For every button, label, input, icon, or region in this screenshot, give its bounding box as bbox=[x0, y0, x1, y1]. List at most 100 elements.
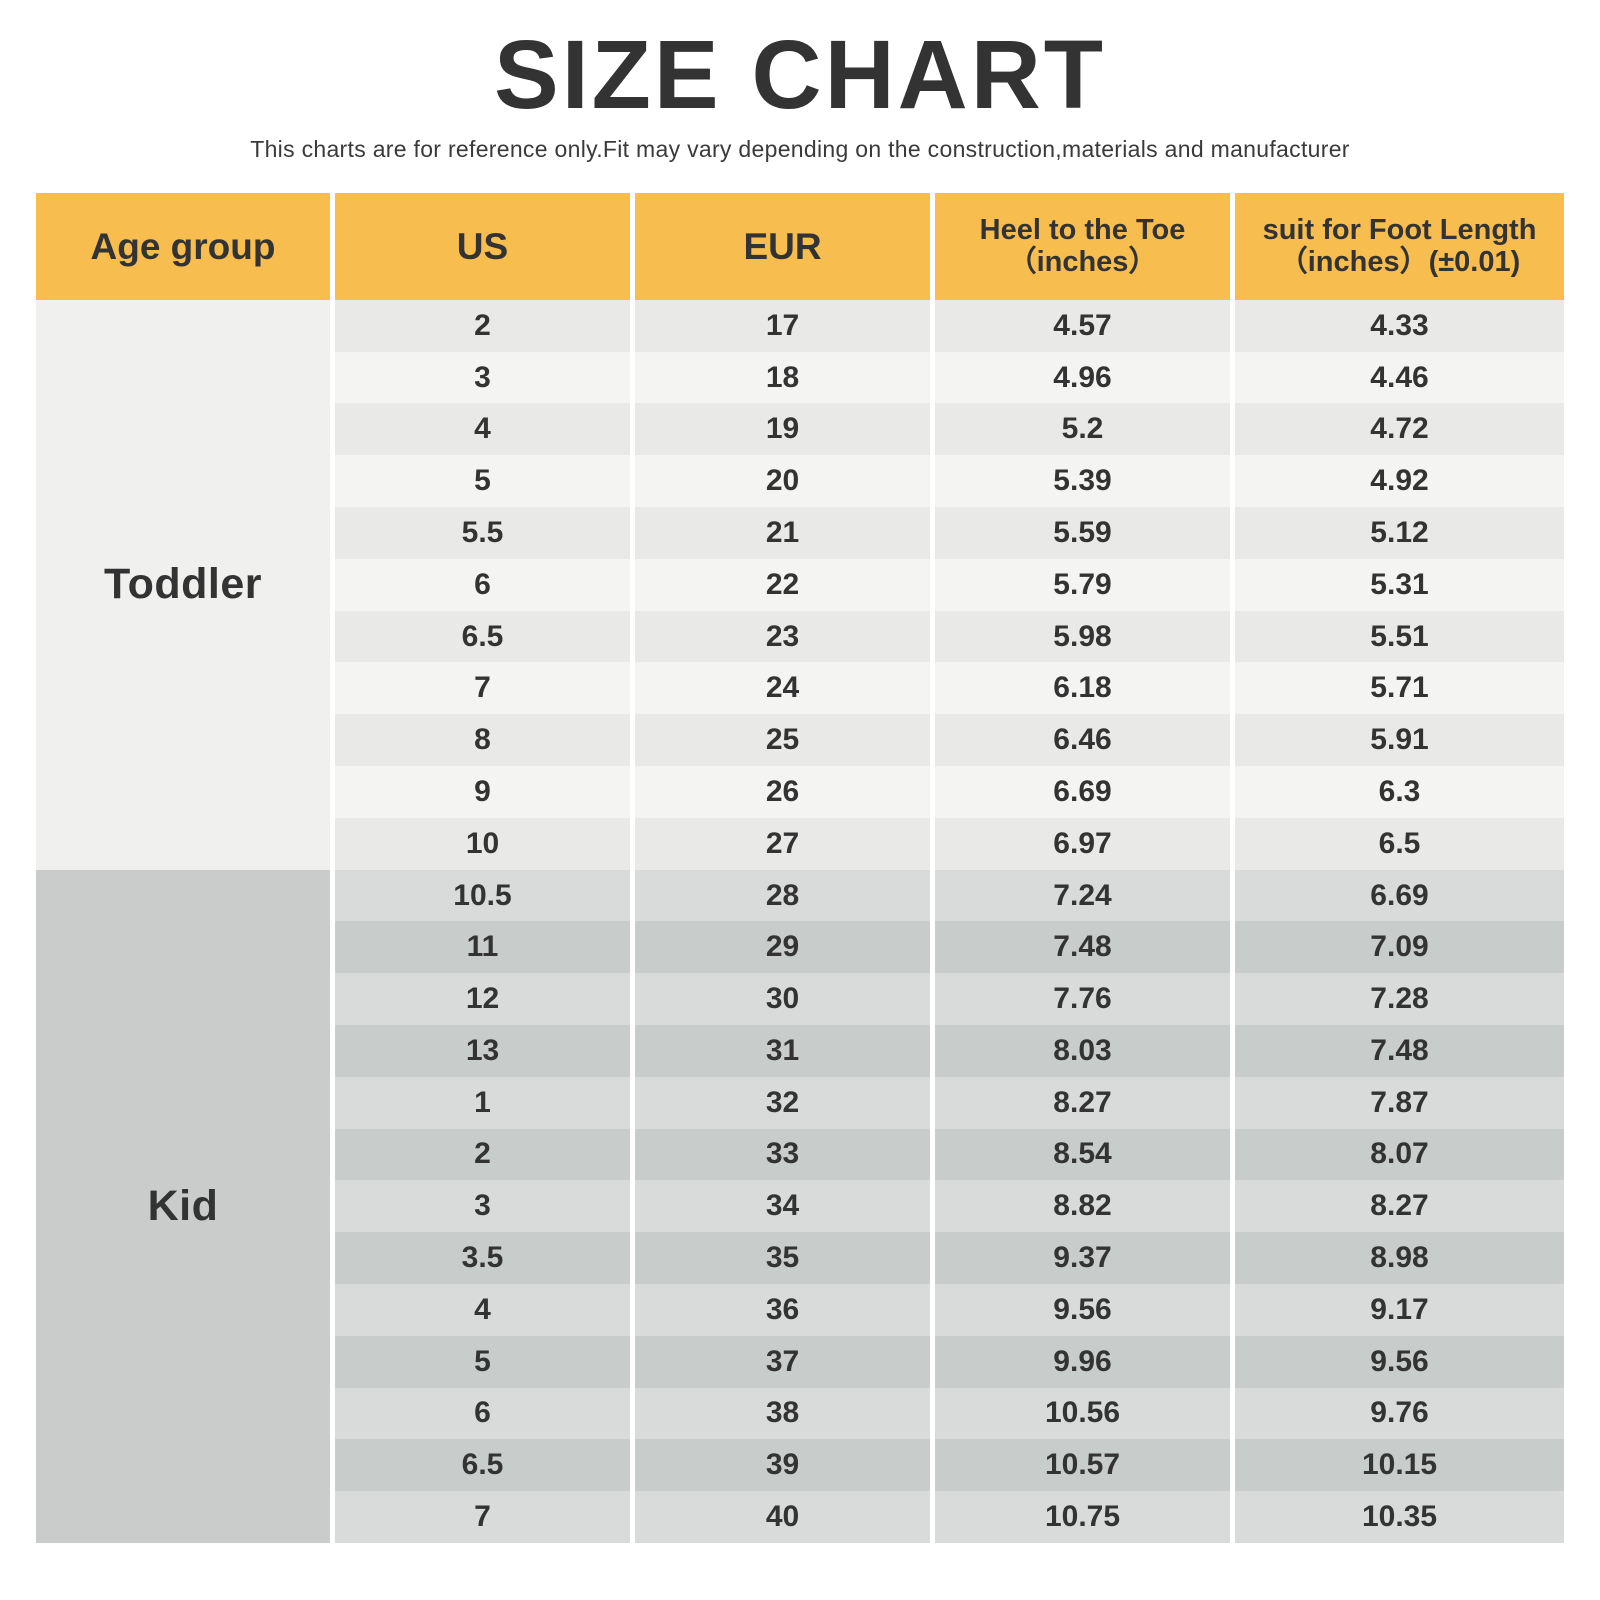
cell-foot-length: 9.76 bbox=[1235, 1387, 1564, 1440]
header-heel-to-toe-label: Heel to the Toe bbox=[979, 213, 1186, 246]
cell-heel-to-toe: 8.54 bbox=[935, 1128, 1230, 1181]
page-title: SIZE CHART bbox=[494, 20, 1106, 129]
cell-eur: 26 bbox=[635, 766, 930, 818]
cell-eur: 28 bbox=[635, 869, 930, 922]
size-chart-table: Age group US EUR Heel to the Toe （inches… bbox=[36, 192, 1564, 1543]
header-eur: EUR bbox=[635, 192, 930, 300]
cell-us: 1 bbox=[335, 1076, 630, 1129]
cell-foot-length: 7.48 bbox=[1235, 1025, 1564, 1077]
cell-eur: 20 bbox=[635, 455, 930, 508]
cell-us: 10 bbox=[335, 817, 630, 870]
cell-foot-length: 9.56 bbox=[1235, 1335, 1564, 1388]
cell-us: 10.5 bbox=[335, 869, 630, 922]
cell-us: 4 bbox=[335, 1283, 630, 1336]
header-eur-label: EUR bbox=[743, 225, 822, 267]
cell-heel-to-toe: 5.79 bbox=[935, 558, 1230, 611]
cell-us: 5 bbox=[335, 1335, 630, 1388]
cell-heel-to-toe: 7.76 bbox=[935, 973, 1230, 1025]
cell-foot-length: 5.31 bbox=[1235, 558, 1564, 611]
cell-us: 3 bbox=[335, 1180, 630, 1233]
cell-heel-to-toe: 10.57 bbox=[935, 1439, 1230, 1492]
cell-us: 2 bbox=[335, 1128, 630, 1181]
cell-foot-length: 10.35 bbox=[1235, 1491, 1564, 1543]
cell-foot-length: 8.07 bbox=[1235, 1128, 1564, 1181]
cell-eur: 23 bbox=[635, 610, 930, 663]
cell-foot-length: 4.33 bbox=[1235, 299, 1564, 352]
cell-heel-to-toe: 5.2 bbox=[935, 403, 1230, 456]
cell-foot-length: 9.17 bbox=[1235, 1283, 1564, 1336]
cell-foot-length: 6.3 bbox=[1235, 766, 1564, 818]
cell-eur: 22 bbox=[635, 558, 930, 611]
cell-eur: 35 bbox=[635, 1232, 930, 1284]
header-us-label: US bbox=[456, 225, 509, 267]
cell-heel-to-toe: 4.57 bbox=[935, 299, 1230, 352]
cell-us: 6.5 bbox=[335, 1439, 630, 1492]
cell-heel-to-toe: 5.59 bbox=[935, 507, 1230, 559]
cell-us: 13 bbox=[335, 1025, 630, 1077]
cell-us: 8 bbox=[335, 714, 630, 767]
cell-foot-length: 8.98 bbox=[1235, 1232, 1564, 1284]
cell-us: 6 bbox=[335, 1387, 630, 1440]
cell-foot-length: 4.72 bbox=[1235, 403, 1564, 456]
cell-us: 2 bbox=[335, 299, 630, 352]
cell-eur: 33 bbox=[635, 1128, 930, 1181]
cell-us: 11 bbox=[335, 921, 630, 974]
age-group-toddler: Toddler bbox=[36, 299, 330, 870]
age-group-kid: Kid bbox=[36, 869, 330, 1543]
cell-eur: 36 bbox=[635, 1283, 930, 1336]
cell-heel-to-toe: 9.96 bbox=[935, 1335, 1230, 1388]
cell-foot-length: 4.46 bbox=[1235, 351, 1564, 404]
header-us: US bbox=[335, 192, 630, 300]
cell-us: 7 bbox=[335, 1491, 630, 1543]
cell-eur: 30 bbox=[635, 973, 930, 1025]
cell-eur: 34 bbox=[635, 1180, 930, 1233]
cell-us: 12 bbox=[335, 973, 630, 1025]
cell-foot-length: 6.69 bbox=[1235, 869, 1564, 922]
cell-foot-length: 5.51 bbox=[1235, 610, 1564, 663]
cell-heel-to-toe: 6.97 bbox=[935, 817, 1230, 870]
header-foot-length-label: suit for Foot Length bbox=[1262, 213, 1537, 246]
cell-heel-to-toe: 6.46 bbox=[935, 714, 1230, 767]
cell-us: 3 bbox=[335, 351, 630, 404]
cell-eur: 17 bbox=[635, 299, 930, 352]
cell-us: 4 bbox=[335, 403, 630, 456]
cell-eur: 27 bbox=[635, 817, 930, 870]
cell-heel-to-toe: 5.98 bbox=[935, 610, 1230, 663]
cell-eur: 19 bbox=[635, 403, 930, 456]
cell-us: 5.5 bbox=[335, 507, 630, 559]
cell-foot-length: 10.15 bbox=[1235, 1439, 1564, 1492]
cell-eur: 32 bbox=[635, 1076, 930, 1129]
cell-foot-length: 4.92 bbox=[1235, 455, 1564, 508]
cell-us: 3.5 bbox=[335, 1232, 630, 1284]
cell-foot-length: 5.71 bbox=[1235, 662, 1564, 715]
cell-us: 5 bbox=[335, 455, 630, 508]
header-foot-length: suit for Foot Length （inches）(±0.01) bbox=[1235, 192, 1564, 300]
cell-heel-to-toe: 10.75 bbox=[935, 1491, 1230, 1543]
cell-us: 6 bbox=[335, 558, 630, 611]
cell-eur: 25 bbox=[635, 714, 930, 767]
cell-heel-to-toe: 8.27 bbox=[935, 1076, 1230, 1129]
cell-us: 6.5 bbox=[335, 610, 630, 663]
cell-eur: 18 bbox=[635, 351, 930, 404]
header-heel-to-toe-unit: （inches） bbox=[1007, 246, 1158, 279]
cell-eur: 29 bbox=[635, 921, 930, 974]
cell-heel-to-toe: 7.24 bbox=[935, 869, 1230, 922]
cell-us: 7 bbox=[335, 662, 630, 715]
cell-heel-to-toe: 9.37 bbox=[935, 1232, 1230, 1284]
cell-foot-length: 8.27 bbox=[1235, 1180, 1564, 1233]
cell-heel-to-toe: 7.48 bbox=[935, 921, 1230, 974]
header-foot-length-unit: （inches）(±0.01) bbox=[1278, 246, 1521, 279]
cell-heel-to-toe: 9.56 bbox=[935, 1283, 1230, 1336]
cell-heel-to-toe: 8.82 bbox=[935, 1180, 1230, 1233]
cell-foot-length: 7.28 bbox=[1235, 973, 1564, 1025]
cell-heel-to-toe: 6.18 bbox=[935, 662, 1230, 715]
cell-eur: 31 bbox=[635, 1025, 930, 1077]
header-age-group-label: Age group bbox=[90, 225, 276, 267]
cell-eur: 21 bbox=[635, 507, 930, 559]
cell-foot-length: 5.91 bbox=[1235, 714, 1564, 767]
cell-heel-to-toe: 8.03 bbox=[935, 1025, 1230, 1077]
cell-eur: 39 bbox=[635, 1439, 930, 1492]
header-age-group: Age group bbox=[36, 192, 330, 300]
cell-eur: 40 bbox=[635, 1491, 930, 1543]
header-heel-to-toe: Heel to the Toe （inches） bbox=[935, 192, 1230, 300]
